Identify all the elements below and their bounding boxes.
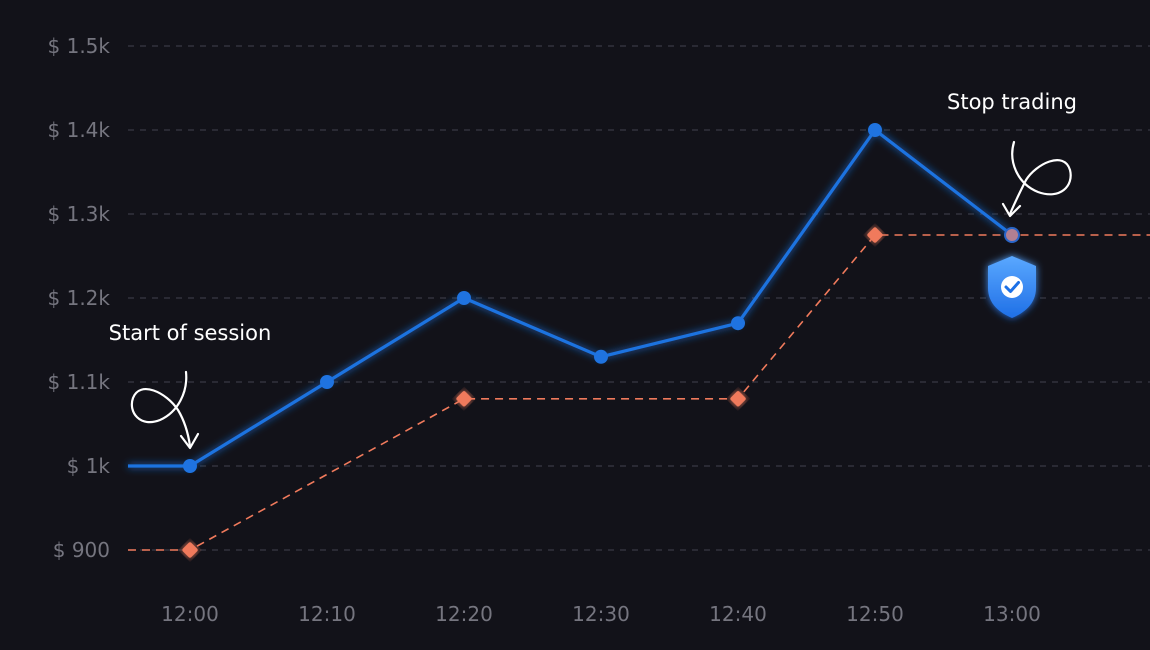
solid-series-point (320, 375, 334, 389)
series-layer (128, 123, 1150, 558)
annotation-start-label: Start of session (109, 321, 272, 345)
annotation-arrow-start (130, 370, 192, 448)
dashed-series-point (730, 391, 746, 407)
y-tick-label: $ 1.2k (48, 286, 111, 310)
shield-check-circle (1001, 276, 1023, 298)
x-axis: 12:00 12:10 12:20 12:30 12:40 12:50 13:00 (161, 602, 1041, 626)
y-tick-label: $ 900 (53, 538, 110, 562)
y-axis: $ 1.5k $ 1.4k $ 1.3k $ 1.2k $ 1.1k $ 1k $ 900 (48, 34, 111, 562)
annotation-stop-label: Stop trading (947, 90, 1077, 114)
solid-series-point (594, 349, 608, 364)
y-tick-label: $ 1.5k (48, 34, 111, 58)
series-line-solid (128, 128, 1013, 468)
check-icon (1004, 281, 1020, 293)
annotation-arrow-stop (1008, 140, 1072, 216)
solid-series-point (731, 316, 745, 331)
x-tick-label: 12:10 (298, 602, 356, 626)
dashed-series-point (867, 227, 883, 243)
solid-series-point (457, 291, 471, 305)
x-tick-label: 12:30 (572, 602, 630, 626)
solid-series-point (868, 123, 882, 137)
arrowhead-icon (179, 432, 200, 450)
x-tick-label: 12:50 (846, 602, 904, 626)
x-tick-label: 13:00 (983, 602, 1041, 626)
shield-check-icon (988, 256, 1036, 318)
y-tick-label: $ 1.3k (48, 202, 111, 226)
series-line-dashed (128, 234, 1150, 551)
x-tick-label: 12:40 (709, 602, 767, 626)
solid-series-point (183, 459, 197, 473)
y-tick-label: $ 1.1k (48, 370, 111, 394)
x-tick-label: 12:00 (161, 602, 219, 626)
dashed-series-point (182, 542, 198, 558)
gridlines (128, 45, 1150, 551)
dashed-series-point (456, 391, 472, 407)
arrowhead-icon (1001, 202, 1022, 218)
y-tick-label: $ 1.4k (48, 118, 111, 142)
annotations: Start of session Stop trading (109, 90, 1077, 450)
x-tick-label: 12:20 (435, 602, 493, 626)
solid-series-point (1004, 227, 1020, 243)
y-tick-label: $ 1k (67, 454, 111, 478)
